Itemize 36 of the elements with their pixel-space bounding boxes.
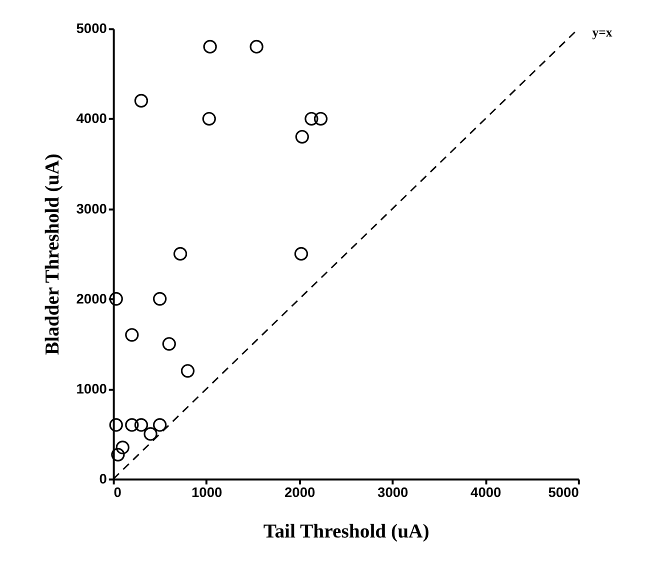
point [111, 448, 125, 462]
point [116, 440, 130, 454]
y-tick-label: 0 [99, 471, 108, 486]
y-axis-title: Bladder Threshold (uA) [41, 154, 64, 355]
y-tick-label: 2000 [76, 291, 108, 306]
point [125, 418, 139, 432]
point [109, 292, 123, 306]
series-label: y=x [592, 26, 613, 40]
point [144, 427, 158, 441]
x-tick-label: 5000 [548, 485, 580, 500]
point [202, 112, 216, 126]
point [295, 130, 309, 144]
x-tick-label: 3000 [378, 485, 409, 500]
y-tick-label: 1000 [76, 381, 108, 396]
x-tick-label: 1000 [191, 485, 222, 500]
point [152, 418, 167, 432]
point [203, 40, 217, 54]
x-tick-label: 4000 [470, 485, 502, 500]
point [294, 247, 308, 261]
y-tick-label: 5000 [76, 21, 108, 36]
x-tick-label: 2000 [284, 485, 316, 500]
point [109, 418, 123, 432]
point [173, 247, 188, 261]
point [314, 112, 328, 126]
point [152, 292, 167, 306]
point [304, 112, 318, 126]
y-tick-label: 4000 [76, 111, 108, 126]
point [180, 364, 195, 378]
y-tick-label: 3000 [76, 201, 108, 216]
point [134, 94, 148, 108]
point [134, 418, 148, 432]
point [162, 337, 176, 351]
x-axis-title: Tail Threshold (uA) [263, 520, 430, 543]
point [125, 328, 139, 342]
x-tick-label: 0 [114, 485, 122, 500]
point [250, 40, 264, 54]
